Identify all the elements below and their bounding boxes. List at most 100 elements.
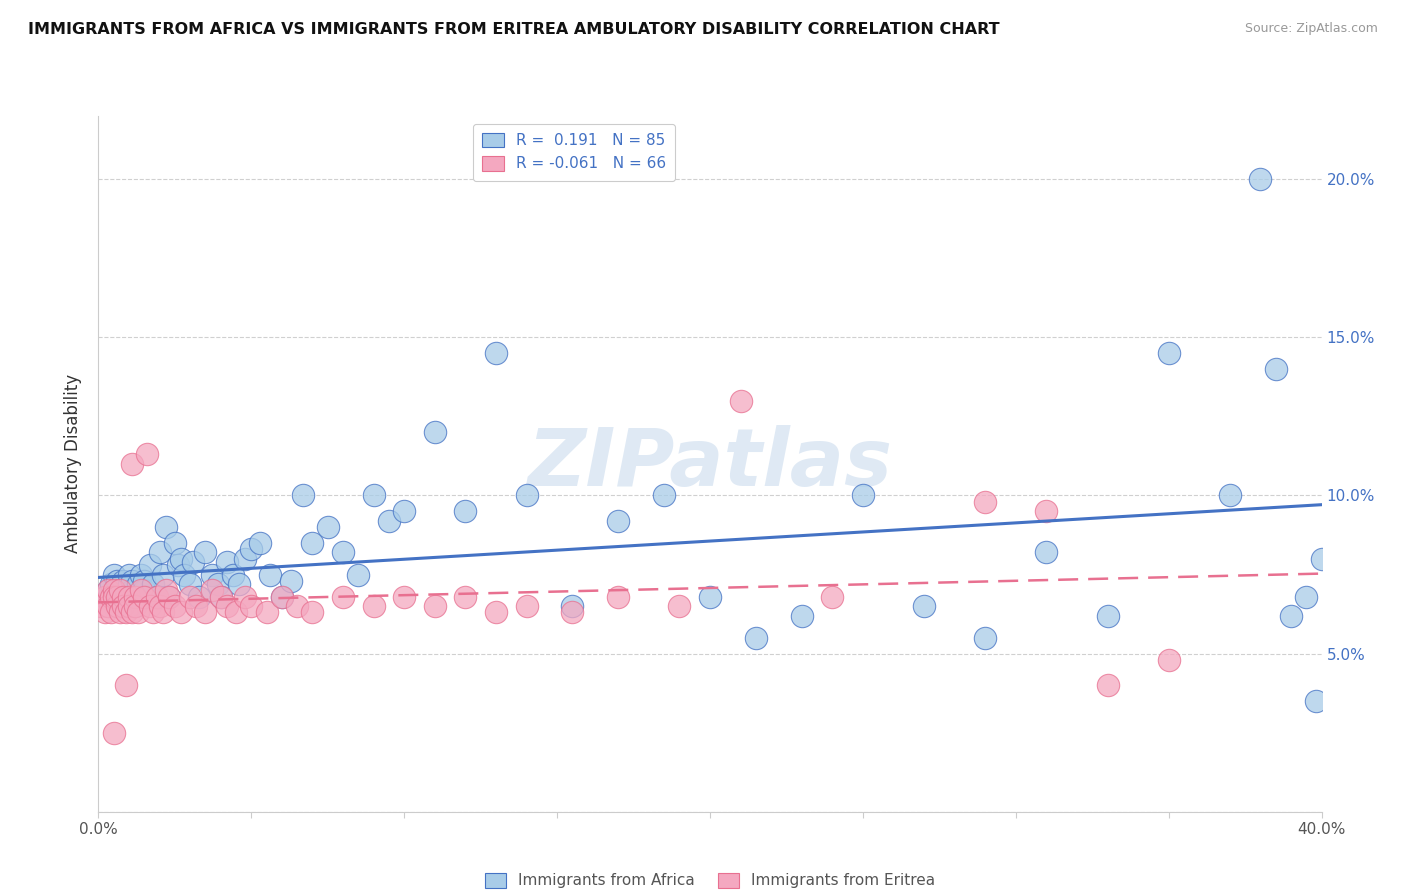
Point (607, 514, 630, 528)
Point (124, 599, 146, 614)
Point (105, 574, 128, 588)
Point (155, 583, 177, 598)
Text: Source: ZipAtlas.com: Source: ZipAtlas.com (1244, 22, 1378, 36)
Point (1097, 678, 1119, 692)
Point (1035, 545, 1057, 559)
Point (179, 577, 201, 591)
Point (974, 495, 997, 509)
Text: IMMIGRANTS FROM AFRICA VS IMMIGRANTS FROM ERITREA AMBULATORY DISABILITY CORRELAT: IMMIGRANTS FROM AFRICA VS IMMIGRANTS FRO… (28, 22, 1000, 37)
Point (111, 574, 134, 588)
Point (127, 606, 149, 620)
Point (347, 567, 370, 582)
Point (1249, 172, 1271, 186)
Point (561, 599, 583, 614)
Point (912, 599, 935, 614)
Point (200, 567, 222, 582)
Point (108, 599, 131, 614)
Point (392, 590, 416, 604)
Point (1295, 590, 1317, 604)
Point (194, 545, 217, 559)
Point (149, 545, 172, 559)
Point (270, 590, 292, 604)
Point (270, 590, 292, 604)
Point (249, 536, 271, 550)
Point (378, 514, 401, 528)
Point (301, 606, 323, 620)
Point (1310, 551, 1333, 566)
Point (163, 536, 186, 550)
Point (152, 606, 174, 620)
Text: ZIPatlas: ZIPatlas (527, 425, 893, 503)
Point (699, 590, 721, 604)
Point (121, 457, 143, 471)
Point (139, 558, 162, 572)
Point (129, 567, 152, 582)
Point (111, 590, 134, 604)
Point (129, 583, 152, 598)
Point (103, 590, 125, 604)
Point (111, 583, 134, 598)
Point (145, 590, 167, 604)
Point (1035, 504, 1057, 518)
Point (170, 606, 193, 620)
Point (157, 590, 180, 604)
Point (142, 577, 165, 591)
Point (485, 606, 508, 620)
Point (790, 608, 813, 623)
Point (90, 599, 112, 614)
Point (652, 488, 675, 502)
Point (233, 551, 256, 566)
Point (108, 590, 131, 604)
Point (852, 488, 875, 502)
Point (111, 599, 134, 614)
Point (145, 590, 167, 604)
Point (516, 488, 538, 502)
Point (103, 583, 125, 598)
Point (207, 577, 229, 591)
Legend: Immigrants from Africa, Immigrants from Eritrea: Immigrants from Africa, Immigrants from … (478, 867, 942, 892)
Point (292, 488, 315, 502)
Point (285, 599, 308, 614)
Point (105, 583, 128, 598)
Point (136, 447, 159, 461)
Point (1157, 653, 1180, 667)
Point (124, 599, 146, 614)
Point (173, 567, 195, 582)
Point (103, 599, 125, 614)
Point (179, 590, 201, 604)
Point (105, 590, 128, 604)
Point (332, 545, 354, 559)
Point (240, 599, 263, 614)
Point (222, 567, 245, 582)
Point (215, 555, 238, 569)
Point (136, 590, 159, 604)
Point (240, 542, 263, 557)
Point (423, 425, 446, 440)
Point (152, 567, 174, 582)
Point (105, 599, 128, 614)
Point (607, 590, 630, 604)
Y-axis label: Ambulatory Disability: Ambulatory Disability (65, 375, 83, 553)
Point (974, 631, 997, 645)
Point (181, 555, 204, 569)
Point (97, 599, 120, 614)
Point (454, 504, 477, 518)
Point (188, 590, 211, 604)
Point (163, 599, 186, 614)
Point (332, 590, 354, 604)
Point (121, 574, 143, 588)
Point (118, 590, 141, 604)
Point (124, 590, 146, 604)
Point (139, 599, 162, 614)
Point (103, 567, 125, 582)
Point (730, 393, 752, 408)
Point (100, 590, 122, 604)
Point (121, 583, 143, 598)
Point (157, 590, 180, 604)
Point (155, 520, 177, 534)
Point (423, 599, 446, 614)
Point (124, 590, 146, 604)
Point (186, 599, 208, 614)
Point (149, 599, 172, 614)
Point (100, 606, 122, 620)
